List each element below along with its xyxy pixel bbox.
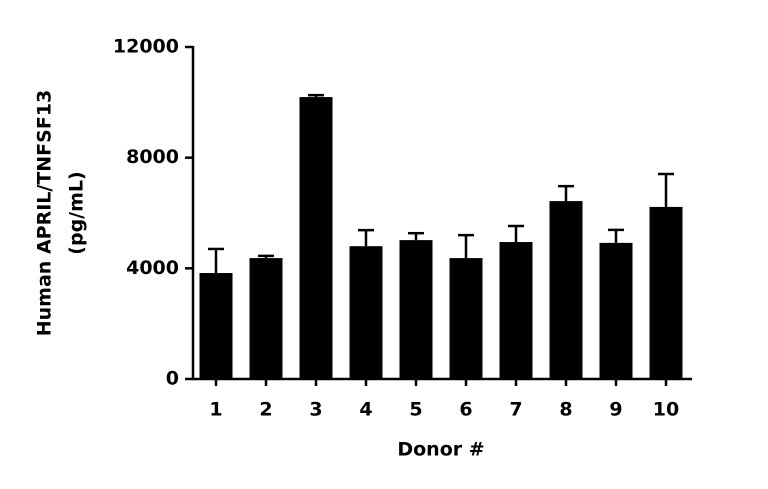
x-tick-label: 7 bbox=[509, 399, 522, 421]
bar bbox=[449, 258, 483, 379]
x-tick-label: 8 bbox=[559, 399, 572, 421]
bar bbox=[399, 240, 433, 379]
bar bbox=[549, 201, 583, 379]
bar bbox=[649, 206, 683, 379]
y-axis-label: (pg/mL) bbox=[66, 171, 88, 254]
y-tick-label: 8000 bbox=[126, 146, 179, 168]
y-axis-label: Human APRIL/TNFSF13 bbox=[34, 90, 56, 337]
bar bbox=[349, 246, 383, 379]
y-tick-label: 12000 bbox=[113, 36, 179, 58]
x-tick-label: 2 bbox=[259, 399, 272, 421]
bar bbox=[199, 273, 233, 379]
x-axis-label: Donor # bbox=[397, 439, 484, 461]
x-tick-label: 9 bbox=[609, 399, 622, 421]
y-tick-label: 4000 bbox=[126, 257, 179, 279]
bar bbox=[299, 97, 333, 380]
bar bbox=[599, 242, 633, 379]
x-tick-label: 3 bbox=[309, 399, 322, 421]
x-tick-label: 5 bbox=[409, 399, 422, 421]
bar bbox=[499, 242, 533, 379]
x-tick-label: 6 bbox=[459, 399, 472, 421]
bar bbox=[249, 258, 283, 379]
x-tick-label: 4 bbox=[359, 399, 372, 421]
x-tick-label: 10 bbox=[653, 399, 679, 421]
x-tick-label: 1 bbox=[209, 399, 222, 421]
y-tick-label: 0 bbox=[166, 368, 179, 390]
